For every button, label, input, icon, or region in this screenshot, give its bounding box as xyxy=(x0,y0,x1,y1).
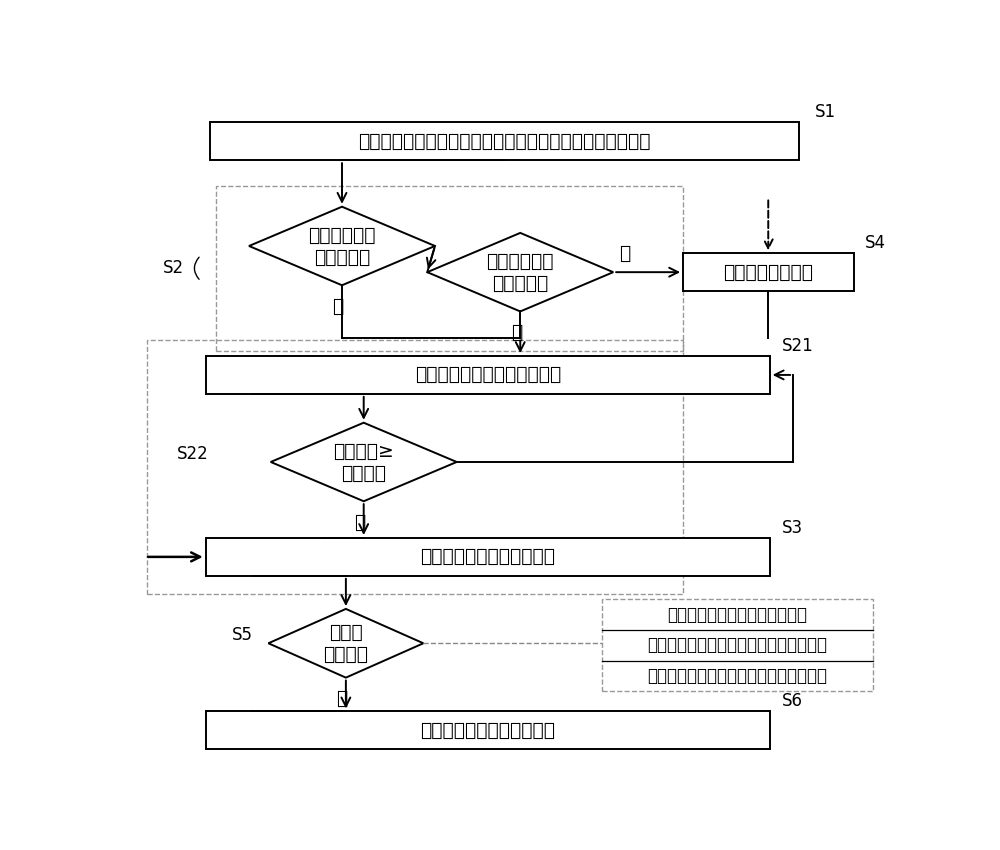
Text: 门体状态信号
为关闭信号: 门体状态信号 为关闭信号 xyxy=(486,252,554,292)
Bar xyxy=(147,340,683,594)
Text: 控制所述门体处于解锁状态: 控制所述门体处于解锁状态 xyxy=(420,721,555,740)
Bar xyxy=(683,253,854,292)
Text: S3: S3 xyxy=(781,518,803,536)
Text: 计时时长≥
设定时长: 计时时长≥ 设定时长 xyxy=(333,441,394,483)
Polygon shape xyxy=(249,207,435,286)
Text: 驱动状态信号由锁定状态转变为解锁状态: 驱动状态信号由锁定状态转变为解锁状态 xyxy=(647,637,827,654)
Bar xyxy=(216,186,683,351)
Bar xyxy=(206,711,770,750)
Text: 是: 是 xyxy=(354,513,365,532)
Text: 控制所述门体处于锁定状态: 控制所述门体处于锁定状态 xyxy=(420,547,555,566)
Text: 所述设备状态信号为非故障信号: 所述设备状态信号为非故障信号 xyxy=(667,606,807,624)
Text: S2: S2 xyxy=(163,259,184,277)
Bar xyxy=(602,599,873,691)
Text: 是: 是 xyxy=(336,689,348,708)
Polygon shape xyxy=(268,609,423,677)
Text: 接收到
解锁信号: 接收到 解锁信号 xyxy=(323,623,368,664)
Text: 控制所述门体关闭: 控制所述门体关闭 xyxy=(723,263,813,281)
Bar xyxy=(206,356,770,394)
Text: S4: S4 xyxy=(865,234,886,252)
Polygon shape xyxy=(271,422,457,502)
Text: S5: S5 xyxy=(232,626,253,644)
Bar xyxy=(210,122,799,161)
Text: 启动计时器，并获取计时时长: 启动计时器，并获取计时时长 xyxy=(415,366,561,384)
Text: S6: S6 xyxy=(781,692,802,710)
Text: 是: 是 xyxy=(332,297,344,316)
Text: 设备状态信号
为故障信号: 设备状态信号 为故障信号 xyxy=(308,225,376,267)
Text: 获取厕所内设备的设备状态信号和所述门体的门体状态信号: 获取厕所内设备的设备状态信号和所述门体的门体状态信号 xyxy=(358,132,651,150)
Text: 转动状态信号由锁定状态转变为解锁状态: 转动状态信号由锁定状态转变为解锁状态 xyxy=(647,666,827,685)
Text: S22: S22 xyxy=(177,445,209,463)
Text: S21: S21 xyxy=(781,337,813,354)
Text: S1: S1 xyxy=(815,103,836,121)
Polygon shape xyxy=(427,233,613,311)
Bar xyxy=(206,538,770,575)
Text: 是: 是 xyxy=(511,323,522,343)
Text: 否: 否 xyxy=(619,244,631,263)
